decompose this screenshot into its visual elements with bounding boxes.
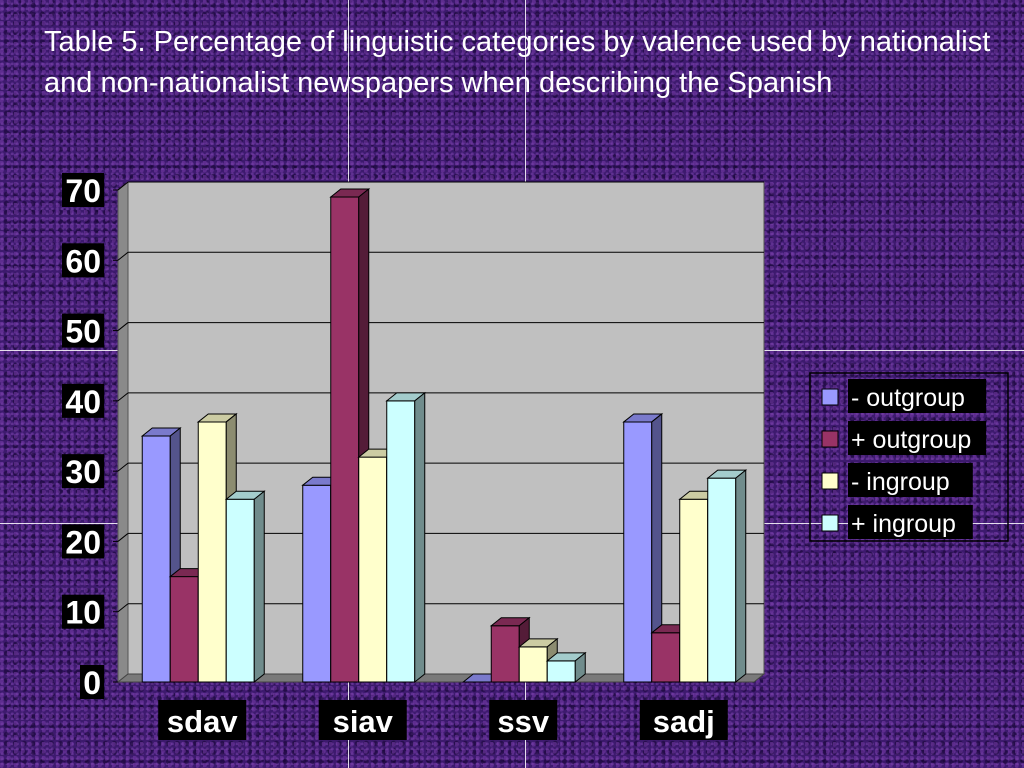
bar-siav-4 [385, 391, 427, 684]
y-tick-label-bg [62, 594, 104, 629]
legend-label: + outgroup [851, 426, 971, 454]
x-tick-label: ssv [497, 704, 549, 739]
y-tick-label-bg [62, 454, 104, 489]
x-tick-label: sadj [653, 704, 715, 739]
legend-box [809, 372, 1009, 542]
plot-side-wall [117, 180, 129, 684]
x-tick-label: siav [333, 704, 394, 739]
x-tick-label-bg [158, 700, 247, 740]
y-tick-label: 0 [83, 665, 101, 701]
x-tick-label-bg [318, 700, 407, 740]
bar-sadj-4 [706, 469, 748, 684]
gridline-side [117, 251, 129, 261]
gridline-side [117, 181, 129, 191]
y-tick-label-bg [62, 383, 104, 418]
x-tick-label-bg [489, 700, 558, 740]
legend-label-bg [848, 421, 986, 455]
y-tick-label: 70 [65, 173, 101, 209]
legend-swatch [821, 430, 839, 448]
slide-title: Table 5. Percentage of linguistic catego… [44, 26, 991, 99]
plot-area [116, 180, 766, 684]
bars [140, 187, 748, 684]
gridline-side [117, 462, 129, 472]
legend-item: - outgroup [821, 379, 986, 413]
y-tick-label: 20 [65, 524, 101, 560]
legend-swatch [821, 472, 839, 490]
x-tick-label-bg [639, 700, 728, 740]
gridline-side [117, 603, 129, 613]
legend-label-bg [848, 463, 973, 497]
x-axis-ticks: sdav siav ssv sadj [158, 700, 728, 740]
y-tick-label: 60 [65, 243, 101, 279]
legend-item: + outgroup [821, 421, 986, 455]
y-tick-label-bg [62, 243, 104, 278]
x-tick-label: sdav [167, 704, 238, 739]
legend-label: - ingroup [851, 468, 950, 496]
gridline-side [117, 322, 129, 331]
legend-item: - ingroup [821, 463, 973, 497]
bar-sadj-1 [622, 412, 664, 684]
legend-label-bg [848, 505, 973, 539]
y-tick-label: 40 [65, 384, 101, 420]
y-tick-label: 10 [65, 595, 101, 631]
bar-ssv-4 [545, 651, 587, 684]
bar-siav-2 [329, 187, 371, 684]
legend-swatch [821, 388, 839, 406]
legend-label: - outgroup [851, 384, 965, 412]
y-tick-label: 30 [65, 454, 101, 490]
legend-item: + ingroup [821, 505, 973, 539]
gridline-side [117, 392, 129, 402]
legend: - outgroup + outgroup - ingroup + ingroup [809, 372, 1009, 542]
bar-sdav-4 [224, 490, 266, 684]
y-tick-label-bg [62, 524, 104, 559]
y-tick-label-bg [62, 313, 104, 348]
y-tick-label: 50 [65, 314, 101, 350]
legend-swatch [821, 514, 839, 532]
y-axis-ticks: 0 10 20 30 40 50 60 70 [62, 173, 118, 701]
gridline-side [117, 533, 129, 542]
y-tick-label-bg [62, 173, 104, 207]
legend-label: + ingroup [851, 510, 956, 538]
y-tick-label-bg [80, 665, 104, 699]
legend-label-bg [848, 379, 986, 413]
